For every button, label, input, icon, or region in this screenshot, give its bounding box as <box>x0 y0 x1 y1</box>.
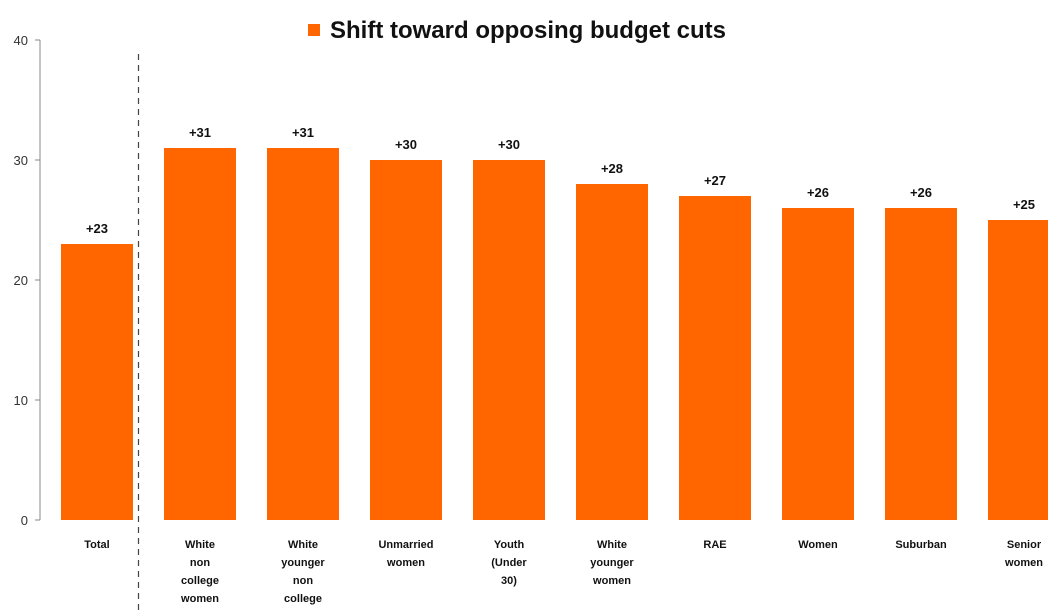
category-label: Senior women <box>1004 539 1043 569</box>
bars <box>61 148 1048 520</box>
bar <box>885 208 957 520</box>
bar <box>164 148 236 520</box>
bar <box>267 148 339 520</box>
data-label: +30 <box>498 137 520 152</box>
data-label: +25 <box>1013 197 1035 212</box>
y-tick-label: 20 <box>14 273 28 288</box>
data-label: +31 <box>189 125 211 140</box>
legend-swatch <box>308 24 320 36</box>
data-label: +28 <box>601 161 623 176</box>
bar <box>782 208 854 520</box>
y-tick-label: 30 <box>14 153 28 168</box>
category-label: White non college women <box>180 539 219 605</box>
data-label: +30 <box>395 137 417 152</box>
data-label: +27 <box>704 173 726 188</box>
bar <box>576 184 648 520</box>
bar <box>679 196 751 520</box>
bar <box>473 160 545 520</box>
category-label: RAE <box>703 539 726 551</box>
data-labels: +23 +31 +31 +30 +30 +28 +27 +26 +26 +25 <box>86 125 1035 236</box>
data-label: +26 <box>910 185 932 200</box>
category-labels: Total White non college women White younger non… <box>84 539 1043 605</box>
y-tick-label: 10 <box>14 393 28 408</box>
y-tick-label: 40 <box>14 33 28 48</box>
legend-label: Shift toward opposing budget cuts <box>330 17 726 44</box>
category-label: Total <box>84 539 109 551</box>
data-label: +23 <box>86 221 108 236</box>
data-label: +31 <box>292 125 314 140</box>
category-label: White younger non college <box>281 539 325 605</box>
category-label: Women <box>798 539 838 551</box>
legend: Shift toward opposing budget cuts <box>308 17 726 44</box>
bar <box>988 220 1048 520</box>
category-label: Youth (Under 30) <box>491 539 527 587</box>
bar <box>61 244 133 520</box>
category-label: Unmarried women <box>378 539 433 569</box>
y-axis: 0 10 20 30 40 <box>14 33 41 528</box>
bar <box>370 160 442 520</box>
y-tick-label: 0 <box>21 513 28 528</box>
category-label: White younger women <box>590 539 634 587</box>
data-label: +26 <box>807 185 829 200</box>
category-label: Suburban <box>895 539 947 551</box>
